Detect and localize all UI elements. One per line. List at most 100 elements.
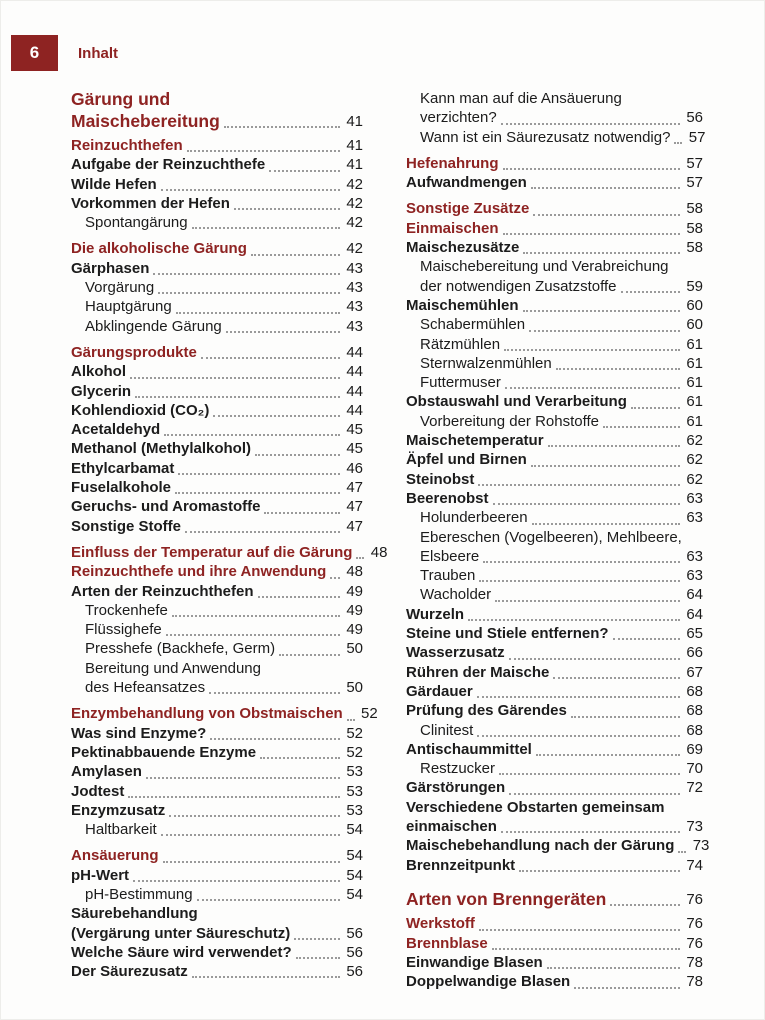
dotted-leader	[519, 869, 680, 872]
toc-entry: Enzymzusatz 53	[71, 801, 363, 820]
page-number-ref: 61	[686, 412, 703, 430]
toc-entry: Schabermühlen 60	[406, 315, 703, 334]
toc-entry: pH-Wert 54	[71, 866, 363, 885]
toc-entry-label: Spontangärung	[85, 214, 188, 232]
toc-entry: Maischebereitung und Verabreichung der no…	[406, 257, 703, 296]
toc-entry-label: Der Säurezusatz	[71, 963, 188, 981]
page-number-ref: 44	[346, 363, 363, 381]
dotted-leader	[160, 188, 340, 191]
dotted-leader	[223, 126, 340, 128]
toc-entry-label: Steinobst	[406, 470, 475, 488]
toc-entry-label: Wann ist ein Säurezusatz notwendig?	[420, 128, 671, 146]
toc-entry: Prüfung des Gärendes 68	[406, 701, 703, 720]
toc-entry: Was sind Enzyme? 52	[71, 724, 363, 743]
page-number-ref: 56	[346, 924, 363, 942]
toc-entry: Welche Säure wird verwendet? 56	[71, 943, 363, 962]
toc-entry-label: Die alkoholische Gärung	[71, 240, 247, 258]
dotted-leader	[145, 776, 340, 779]
dotted-leader	[570, 715, 680, 718]
page-number-ref: 60	[686, 316, 703, 334]
toc-entry: Reinzuchthefe und ihre Anwendung 48	[71, 562, 363, 581]
header-title: Inhalt	[78, 44, 118, 62]
page-number-ref: 76	[686, 915, 703, 933]
page-number-ref: 41	[346, 156, 363, 174]
toc-entry: Verschiedene Obstarten gemeinsam einmaisc…	[406, 798, 703, 837]
toc-entry: Wilde Hefen 42	[71, 175, 363, 194]
toc-entry-label: Abklingende Gärung	[85, 317, 222, 335]
toc-entry: Arten von Brenngeräten 76	[406, 889, 703, 911]
toc-entry: Beerenobst 63	[406, 489, 703, 508]
dotted-leader	[508, 657, 680, 660]
page-number-ref: 72	[686, 779, 703, 797]
toc-column-left: Gärung und Maischebereitung 41 Reinzuchthef…	[71, 89, 387, 981]
toc-entry: Sonstige Stoffe 47	[71, 517, 363, 536]
dotted-leader	[500, 122, 680, 125]
toc-entry: Brennblase 76	[406, 934, 703, 953]
toc-entry-line: Säurebehandlung	[71, 905, 198, 923]
dotted-leader	[130, 376, 340, 379]
toc-entry-label: (Vergärung unter Säureschutz)	[71, 924, 291, 942]
dotted-leader	[499, 773, 680, 776]
toc-entry-label: pH-Wert	[71, 866, 130, 884]
toc-entry-label: Arten von Brenngeräten	[406, 888, 607, 909]
toc-entry: Die alkoholische Gärung 42	[71, 239, 363, 258]
toc-entry-label: Einfluss der Temperatur auf die Gärung	[71, 543, 353, 561]
toc-entry: Reinzuchthefen 41	[71, 136, 363, 155]
toc-entry: Aufgabe der Reinzuchthefe 41	[71, 155, 363, 174]
toc-entry-label: Doppelwandige Blasen	[406, 973, 571, 991]
toc-entry-label: Steine und Stiele entfernen?	[406, 625, 609, 643]
toc-entry-label: Hauptgärung	[85, 298, 172, 316]
toc-entry: Brennzeitpunkt 74	[406, 856, 703, 875]
toc-entry-label: Äpfel und Birnen	[406, 451, 527, 469]
toc-entry-line: Kann man auf die Ansäuerung	[420, 90, 622, 107]
dotted-leader	[153, 273, 340, 276]
page-number-ref: 61	[686, 354, 703, 372]
toc-entry-label: Kohlendioxid (CO₂)	[71, 401, 210, 419]
page-number-ref: 49	[346, 621, 363, 639]
page-number-ref: 42	[346, 214, 363, 232]
toc-column-right: Kann man auf die Ansäuerung verzichten? 56…	[406, 89, 709, 992]
toc-entry-label: der notwendigen Zusatzstoffe	[420, 277, 617, 295]
page-number-ref: 61	[686, 374, 703, 392]
toc-entry-label: Beerenobst	[406, 489, 489, 507]
dotted-leader	[175, 492, 340, 495]
dotted-leader	[255, 453, 340, 456]
toc-entry-label: Gärungsprodukte	[71, 343, 197, 361]
toc-entry-label: Maischebehandlung nach der Gärung	[406, 837, 675, 855]
page-number-ref: 52	[346, 724, 363, 742]
toc-entry-label: Einmaischen	[406, 219, 499, 237]
toc-entry-label: Geruchs- und Aromastoffe	[71, 498, 261, 516]
toc-entry-label: Jodtest	[71, 782, 125, 800]
dotted-leader	[213, 415, 340, 418]
toc-entry: Flüssighefe 49	[71, 620, 363, 639]
toc-entry-label: Rätzmühlen	[420, 335, 501, 353]
dotted-leader	[546, 967, 680, 970]
page-number-ref: 58	[686, 200, 703, 218]
dotted-leader	[610, 904, 680, 907]
toc-entry: Kann man auf die Ansäuerung verzichten? 56	[406, 89, 703, 128]
toc-entry-line: Bereitung und Anwendung	[85, 659, 261, 677]
toc-entry: Maischemühlen 60	[406, 296, 703, 315]
toc-entry: Fuselalkohole 47	[71, 478, 363, 497]
page-number-ref: 43	[346, 298, 363, 316]
toc-entry: Vorbereitung der Rohstoffe 61	[406, 412, 703, 431]
toc-entry: Gärungsprodukte 44	[71, 343, 363, 362]
dotted-leader	[294, 937, 340, 940]
page-number-ref: 49	[346, 601, 363, 619]
toc-entry: Äpfel und Birnen 62	[406, 450, 703, 469]
toc-entry-line: Maischebereitung und Verabreichung	[420, 258, 669, 276]
page-number-ref: 53	[346, 782, 363, 800]
dotted-leader	[191, 227, 340, 230]
page-number-ref: 43	[346, 259, 363, 277]
toc-entry-label: Vorgärung	[85, 279, 155, 297]
dotted-leader	[478, 928, 680, 931]
toc-entry-label: Glycerin	[71, 382, 132, 400]
toc-entry-label: Arten der Reinzuchthefen	[71, 582, 254, 600]
toc-entry-label: Acetaldehyd	[71, 421, 161, 439]
page-number-ref: 54	[346, 821, 363, 839]
toc-entry: Wurzeln 64	[406, 605, 703, 624]
toc-entry-label: Maischezusätze	[406, 239, 520, 257]
page-number-ref: 73	[686, 817, 703, 835]
page-number-ref: 76	[686, 890, 703, 908]
toc-entry-label: Wasserzusatz	[406, 644, 505, 662]
